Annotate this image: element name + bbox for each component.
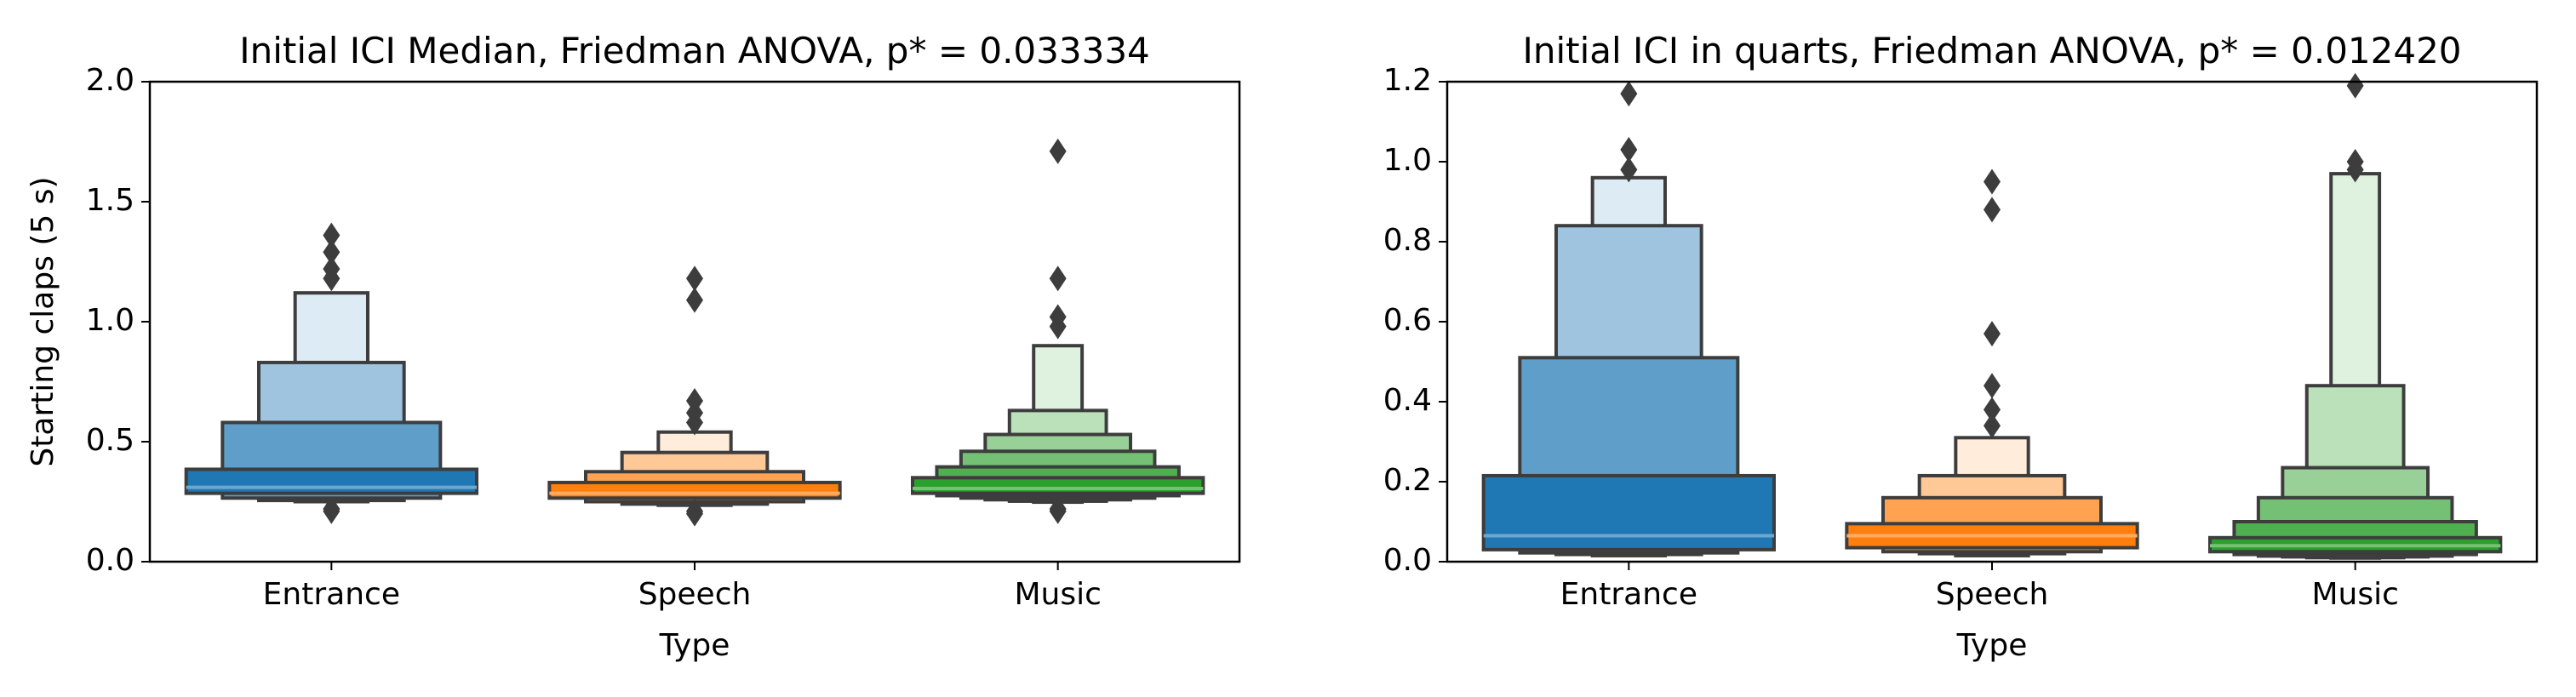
plot-frame [1445,80,2539,563]
outlier-point [323,266,341,292]
x-tick-label: Music [2311,577,2398,612]
outlier-point [686,287,703,313]
boxen-level-box [547,480,842,500]
outlier-point [1984,321,2001,347]
y-tick-label: 0.4 [1383,383,1432,418]
y-tick-label: 0.8 [1383,223,1432,258]
x-tick-label: Speech [1936,577,2049,612]
y-axis-label: Starting claps (5 s) [26,176,60,466]
boxen-music [911,138,1205,524]
outlier-point [1984,413,2001,439]
y-tick-label: 2.0 [86,63,135,98]
y-tick-label: 0.5 [86,423,135,458]
y-tick-label: 0.6 [1383,303,1432,338]
y-tick-label: 0.0 [1383,543,1432,578]
y-tick-label: 1.0 [86,303,135,338]
outlier-point [323,239,341,266]
outlier-point [1049,313,1067,340]
x-tick-label: Entrance [1560,577,1697,612]
boxen-speech [547,266,842,527]
outlier-point [686,409,703,436]
outlier-point [1984,197,2001,223]
outlier-point [686,266,703,292]
boxen-entrance [184,222,479,524]
outlier-point [1620,157,1638,183]
right-chart-panel: 0.0 0.2 0.4 0.6 0.8 1.0 1.2 Entrance Speech Music… [1383,30,2539,663]
boxen-entrance [1481,81,1776,557]
boxen-level-box [911,476,1205,495]
y-tick-label: 0.2 [1383,463,1432,498]
x-tick-label: Music [1014,577,1101,612]
y-tick-label: 0.0 [86,543,135,578]
outlier-point [2346,72,2364,99]
x-axis-label: Type [659,628,730,663]
y-tick-label: 1.0 [1383,143,1432,178]
outlier-point [686,500,703,527]
outlier-point [323,222,341,249]
boxen-level-box [1481,473,1776,551]
chart-title: Initial ICI in quarts, Friedman ANOVA, p… [1522,30,2461,71]
outlier-point [1984,169,2001,195]
chart-title: Initial ICI Median, Friedman ANOVA, p* =… [239,30,1150,71]
outlier-point [1049,266,1067,292]
plot-frame [148,80,1241,563]
outlier-point [1049,498,1067,524]
boxen-music [2208,72,2503,560]
outlier-point [1049,138,1067,164]
outlier-point [1620,81,1638,107]
x-tick-label: Speech [638,577,752,612]
outlier-point [323,498,341,524]
y-tick-label: 1.5 [86,183,135,218]
y-tick-label: 1.2 [1383,63,1432,98]
boxen-level-box [184,467,479,495]
outlier-point [2346,157,2364,183]
outlier-point [1984,373,2001,399]
x-tick-label: Entrance [263,577,400,612]
x-axis-label: Type [1956,628,2028,663]
left-chart-panel: 0.0 0.5 1.0 1.5 2.0 Entrance Speech Music Initia… [26,30,1241,663]
boxen-speech [1845,169,2139,557]
outlier-point [1620,136,1638,163]
outlier-point [1984,397,2001,423]
